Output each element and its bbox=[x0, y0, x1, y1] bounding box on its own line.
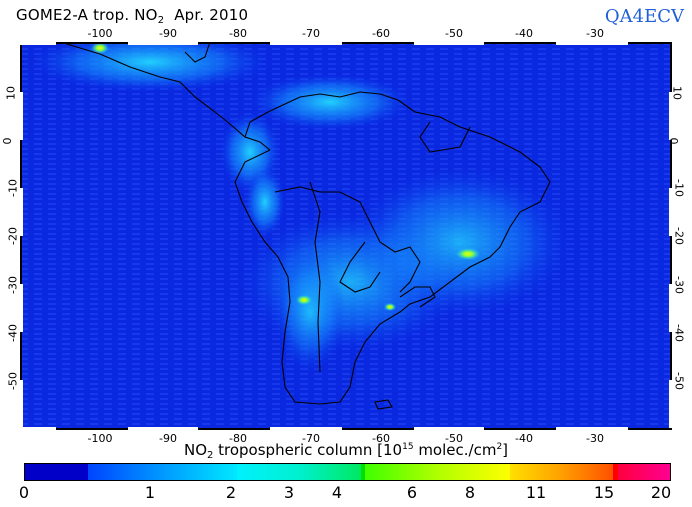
y-tick-right: 0 bbox=[667, 137, 680, 145]
hotspot-buenos-aires bbox=[384, 303, 396, 311]
x-tick-top: -50 bbox=[445, 27, 463, 40]
x-tick-bottom: -80 bbox=[229, 432, 247, 445]
label-superscript: 15 bbox=[402, 442, 414, 452]
hotspot-mexico-city bbox=[91, 42, 109, 54]
x-tick-top: -80 bbox=[229, 27, 247, 40]
plot-title: GOME2-A trop. NO2 Apr. 2010 bbox=[16, 6, 248, 26]
label-part: tropospheric column [10 bbox=[213, 441, 403, 459]
colorbar-segment bbox=[88, 464, 237, 480]
colorbar-tick: 0 bbox=[18, 483, 30, 502]
x-tick-top: -40 bbox=[515, 27, 533, 40]
x-tick-bottom: -90 bbox=[159, 432, 177, 445]
y-tick-left: -40 bbox=[6, 324, 20, 342]
y-tick-right: -40 bbox=[672, 324, 686, 342]
colorbar-segment bbox=[618, 464, 670, 480]
frame-scale bbox=[20, 42, 672, 430]
colorbar-tick: 15 bbox=[593, 483, 615, 502]
hotspot-sao-paulo bbox=[456, 248, 480, 260]
x-tick-bottom: -50 bbox=[445, 432, 463, 445]
colorbar-tick: 20 bbox=[650, 483, 672, 502]
y-tick-right: -10 bbox=[672, 179, 686, 197]
colorbar-tick: 3 bbox=[283, 483, 295, 502]
colorbar-tick: 1 bbox=[144, 483, 156, 502]
title-subscript: 2 bbox=[157, 15, 165, 26]
x-tick-bottom: -30 bbox=[586, 432, 604, 445]
label-subscript: 2 bbox=[207, 450, 214, 461]
colorbar-tick: 8 bbox=[464, 483, 476, 502]
y-tick-left: -20 bbox=[6, 227, 20, 245]
colorbar-tick: 2 bbox=[225, 483, 237, 502]
x-tick-top: -100 bbox=[87, 27, 113, 40]
y-tick-right: -50 bbox=[672, 372, 686, 390]
colorbar-segment bbox=[236, 464, 361, 480]
y-tick-left: -10 bbox=[6, 179, 20, 197]
y-tick-left: -50 bbox=[6, 372, 20, 390]
y-tick-right: 10 bbox=[670, 86, 684, 100]
title-text: GOME2-A trop. NO bbox=[16, 6, 158, 24]
x-tick-top: -60 bbox=[372, 27, 390, 40]
y-tick-right: -30 bbox=[672, 276, 686, 294]
map-panel bbox=[20, 42, 672, 430]
x-tick-top: -30 bbox=[586, 27, 604, 40]
x-tick-bottom: -60 bbox=[372, 432, 390, 445]
no2-map bbox=[20, 42, 672, 430]
label-part: NO bbox=[183, 441, 207, 459]
colorbar-tick: 11 bbox=[525, 483, 547, 502]
colorbar-segment bbox=[613, 464, 619, 480]
colorbar-tick: 6 bbox=[406, 483, 418, 502]
plume-mexico bbox=[30, 42, 270, 92]
y-tick-right: -20 bbox=[672, 227, 686, 245]
colorbar-segment bbox=[360, 464, 366, 480]
hotspot-santiago bbox=[296, 295, 312, 305]
x-tick-top: -90 bbox=[159, 27, 177, 40]
title-date: Apr. 2010 bbox=[174, 6, 249, 24]
label-superscript: 2 bbox=[496, 442, 503, 452]
y-tick-left: 0 bbox=[1, 137, 14, 145]
x-tick-top: -70 bbox=[302, 27, 320, 40]
colorbar-segment bbox=[25, 464, 89, 480]
label-part: molec./cm bbox=[413, 441, 497, 459]
x-tick-bottom: -100 bbox=[87, 432, 113, 445]
colorbar bbox=[24, 463, 671, 481]
label-part: ] bbox=[502, 441, 509, 459]
y-tick-left: 10 bbox=[4, 86, 18, 100]
y-tick-left: -30 bbox=[6, 276, 20, 294]
x-tick-bottom: -40 bbox=[515, 432, 533, 445]
colorbar-label: NO2 tropospheric column [1015 molec./cm2… bbox=[0, 441, 692, 461]
colorbar-tick: 4 bbox=[331, 483, 343, 502]
x-tick-bottom: -70 bbox=[302, 432, 320, 445]
coastlines bbox=[59, 42, 551, 410]
brand-label: QA4ECV bbox=[604, 6, 684, 27]
colorbar-segment bbox=[365, 464, 510, 480]
colorbar-segment bbox=[509, 464, 614, 480]
